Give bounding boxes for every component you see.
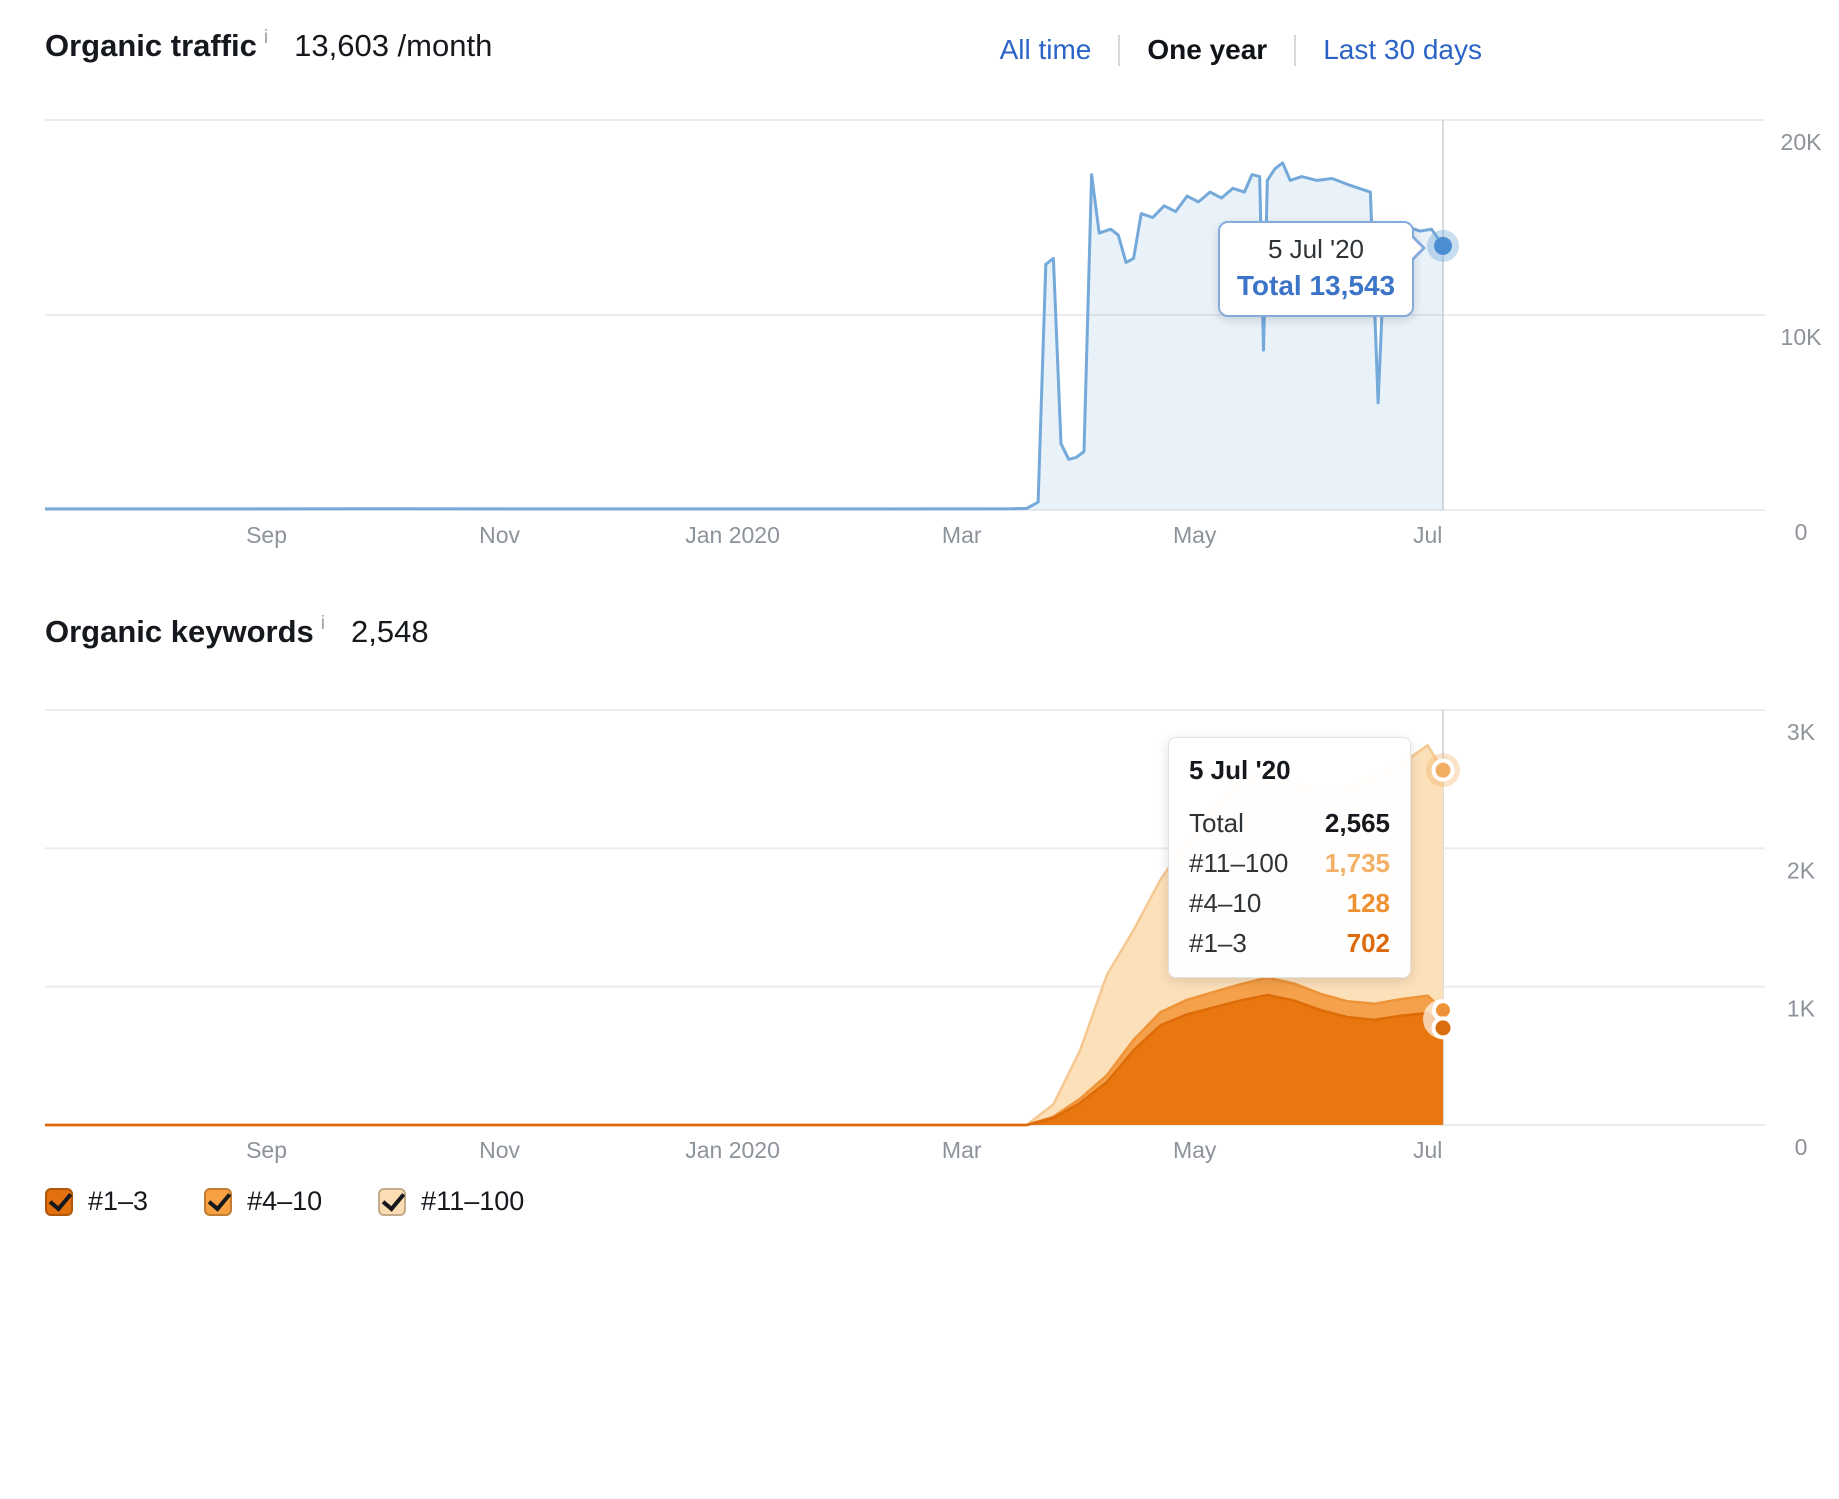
tooltip-row-value: 702 [1346, 928, 1390, 958]
tooltip-row-label: #11–100 [1189, 848, 1289, 878]
legend-item-11-100[interactable]: #11–100 [378, 1186, 524, 1217]
y-axis-label: 2K [1787, 857, 1816, 883]
organic-keywords-chart[interactable]: 3K 2K 1K 0 Sep Nov Jan 2020 Mar May Jul [45, 709, 1816, 1163]
legend-item-1-3[interactable]: #1–3 [45, 1186, 148, 1217]
x-axis-label: May [1173, 1137, 1217, 1163]
keywords-area-1-3 [45, 995, 1443, 1125]
x-axis-label: Jan 2020 [685, 1137, 780, 1163]
legend-item-4-10[interactable]: #4–10 [204, 1186, 322, 1217]
time-range-tabs: All time One year Last 30 days [1000, 34, 1482, 66]
traffic-tooltip: 5 Jul '20 Total 13,543 [1218, 221, 1426, 317]
y-axis-label: 3K [1787, 719, 1816, 745]
keywords-area-11-100 [45, 745, 1443, 1125]
traffic-area [45, 162, 1443, 510]
tooltip-row-1-3: #1–3 702 [1189, 923, 1390, 963]
traffic-end-marker [1434, 236, 1452, 255]
keywords-tooltip-rows: Total 2,565 #11–100 1,735 #4–10 128 #1–3 702 [1189, 803, 1390, 963]
keywords-line-4-10 [45, 976, 1444, 1127]
traffic-tooltip-total-label: Total [1236, 270, 1302, 301]
traffic-line [44, 161, 1445, 511]
legend-label: #1–3 [88, 1186, 149, 1216]
keywords-end-marker-1-3 [1431, 1016, 1455, 1040]
x-axis-label: Jul [1413, 522, 1442, 548]
legend-label: #4–10 [247, 1186, 323, 1216]
keywords-info-icon[interactable]: i [320, 613, 326, 634]
traffic-header: Organic traffic i 13,603 /month [45, 28, 492, 64]
keywords-header: Organic keywords i 2,548 [45, 614, 429, 650]
y-axis-label: 0 [1795, 519, 1808, 545]
x-axis-label: May [1173, 522, 1217, 548]
y-axis-label: 10K [1781, 324, 1823, 350]
traffic-tooltip-total-value: 13,543 [1309, 270, 1396, 301]
legend-checkbox-1-3[interactable] [45, 1187, 73, 1216]
tab-last-30-days[interactable]: Last 30 days [1323, 34, 1482, 65]
x-axis-label: Sep [246, 1137, 287, 1163]
traffic-value: 13,603 /month [294, 28, 493, 63]
keywords-end-marker-11-100 [1431, 758, 1455, 782]
traffic-info-icon[interactable]: i [263, 27, 269, 48]
x-axis-label: Mar [942, 1137, 982, 1163]
tooltip-row-label: Total [1189, 808, 1244, 838]
legend-checkbox-11-100[interactable] [378, 1187, 407, 1216]
x-axis-label: Nov [479, 522, 520, 548]
tooltip-row-4-10: #4–10 128 [1189, 883, 1390, 923]
x-axis-label: Nov [479, 1137, 520, 1163]
tooltip-row-value: 2,565 [1324, 808, 1390, 838]
tooltip-row-total: Total 2,565 [1189, 803, 1390, 843]
x-axis-label: Jan 2020 [685, 522, 780, 548]
tab-one-year[interactable]: One year [1147, 34, 1268, 65]
tab-all-time[interactable]: All time [999, 34, 1092, 65]
y-axis-label: 0 [1795, 1134, 1808, 1160]
tooltip-row-value: 128 [1346, 888, 1390, 918]
tab-divider [1118, 34, 1121, 66]
tooltip-row-value: 1,735 [1324, 848, 1390, 878]
keywords-title: Organic keywords [45, 614, 314, 649]
traffic-tooltip-total: Total 13,543 [1232, 270, 1400, 302]
keywords-tooltip: 5 Jul '20 Total 2,565 #11–100 1,735 #4–10 128… [1168, 737, 1411, 978]
keywords-legend: #1–3 #4–10 #11–100 [45, 1186, 580, 1217]
x-axis-label: Sep [246, 522, 287, 548]
keywords-tooltip-date: 5 Jul '20 [1189, 755, 1291, 785]
traffic-title: Organic traffic [45, 28, 257, 63]
x-axis-label: Jul [1413, 1137, 1442, 1163]
keywords-line-1-3 [45, 993, 1444, 1127]
tooltip-row-label: #1–3 [1189, 928, 1247, 958]
traffic-tooltip-date: 5 Jul '20 [1267, 234, 1365, 264]
legend-label: #11–100 [421, 1186, 525, 1216]
tooltip-row-11-100: #11–100 1,735 [1189, 843, 1390, 883]
keywords-value: 2,548 [351, 614, 429, 649]
tab-divider [1294, 34, 1297, 66]
x-axis-label: Mar [942, 522, 982, 548]
y-axis-label: 20K [1781, 129, 1823, 155]
y-axis-label: 1K [1787, 996, 1816, 1022]
tooltip-row-label: #4–10 [1189, 888, 1262, 918]
legend-checkbox-4-10[interactable] [204, 1187, 233, 1216]
organic-traffic-chart[interactable]: 20K 10K 0 Sep Nov Jan 2020 Mar May Jul [44, 119, 1823, 548]
